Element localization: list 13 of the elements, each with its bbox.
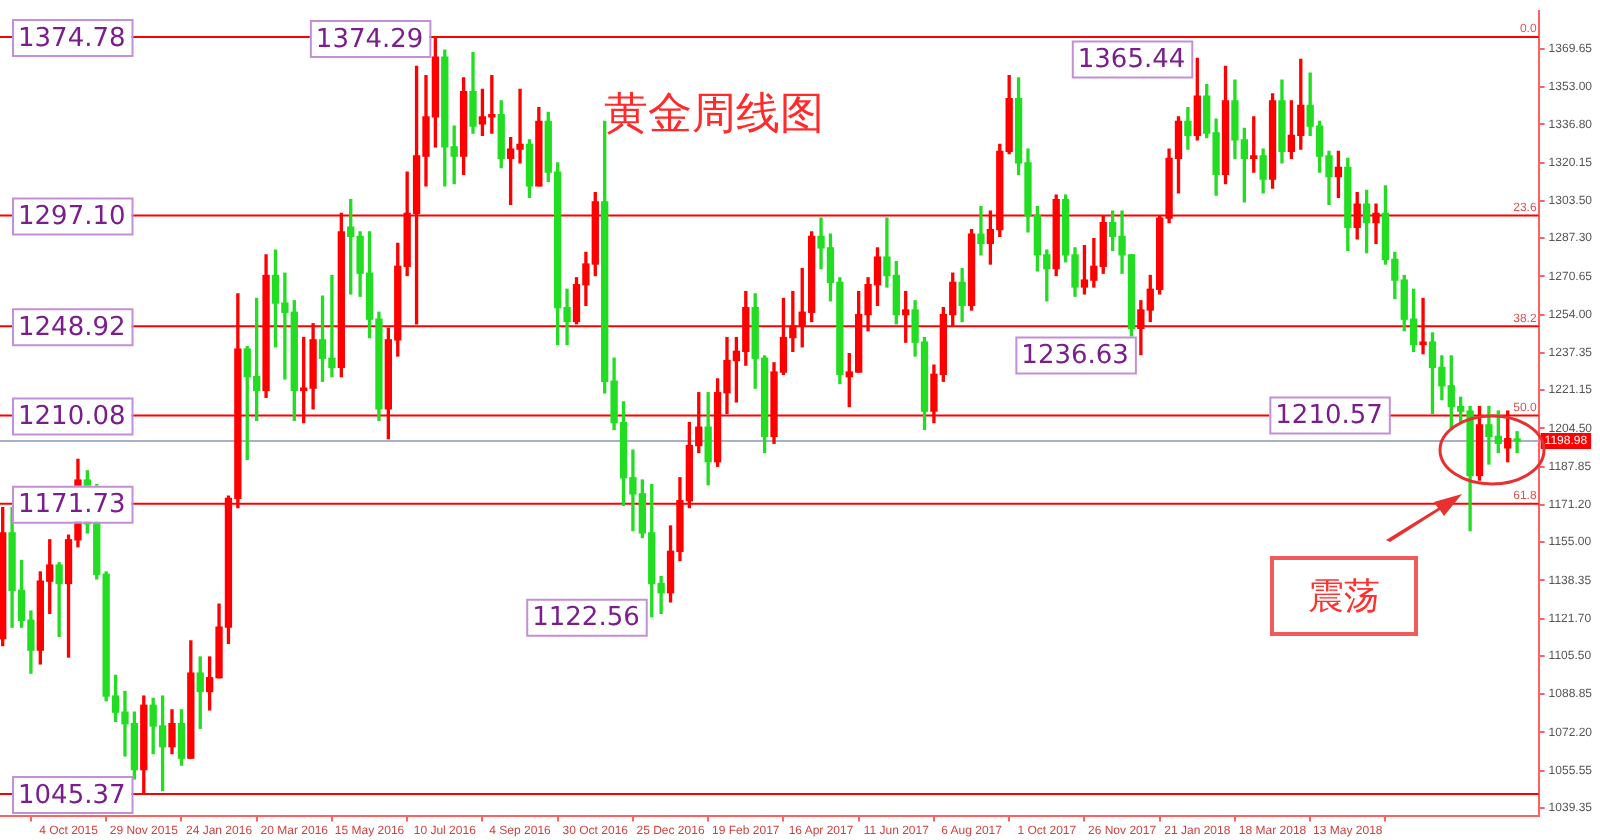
ref-line-label: 1248.92 [18, 313, 126, 343]
annotation: 震荡 [1270, 556, 1418, 636]
ref-line-label: 1171.73 [18, 490, 126, 521]
annotation: 1236.63 [1021, 341, 1129, 372]
annotation: 1122.56 [532, 603, 640, 634]
ref-line-label: 1374.78 [18, 23, 126, 54]
text: 黄金周线图 [604, 88, 824, 144]
annotation: 1374.29 [315, 24, 424, 55]
ref-line-label: 1297.10 [18, 202, 126, 233]
annotation: 1210.57 [1275, 401, 1383, 432]
ref-line-label: 1045.37 [18, 780, 126, 811]
ref-line-label: 1210.08 [18, 402, 126, 433]
annotation: 1365.44 [1077, 45, 1186, 76]
